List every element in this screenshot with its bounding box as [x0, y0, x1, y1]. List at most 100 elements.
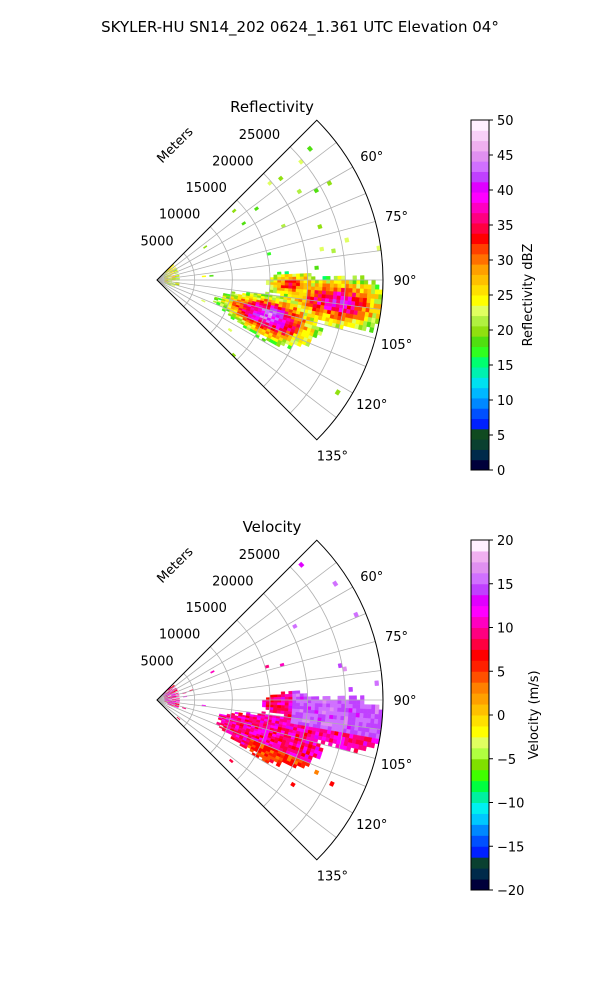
velocity-colorbar-swatch: [471, 540, 489, 552]
velocity-field-cell: [355, 708, 361, 714]
reflectivity-field-cell: [307, 286, 312, 291]
velocity-field-cell: [345, 699, 350, 705]
velocity-field-cell: [280, 702, 286, 706]
velocity-azimuth-line: [156, 699, 353, 814]
reflectivity-field-cell: [333, 279, 339, 285]
reflectivity-field-cell: [201, 275, 207, 278]
reflectivity-field-cell: [359, 293, 364, 299]
velocity-field-cell: [299, 706, 304, 710]
velocity-sector-frame: [156, 539, 384, 861]
reflectivity-field-cell: [374, 294, 379, 300]
velocity-field-cell: [330, 699, 335, 705]
reflectivity-colorbar-swatch: [471, 274, 489, 286]
reflectivity-field-cell: [288, 273, 293, 278]
velocity-field-cell: [277, 702, 282, 706]
velocity-field-cell: [307, 696, 312, 701]
velocity-field-cell: [347, 716, 353, 722]
reflectivity-field-cell: [363, 284, 369, 290]
reflectivity-azimuth-tick-label: 135°: [317, 449, 348, 464]
reflectivity-azimuth-line: [156, 221, 376, 281]
reflectivity-field-cell: [269, 282, 274, 286]
velocity-field-cell: [374, 714, 379, 720]
reflectivity-field-cell: [284, 285, 289, 289]
reflectivity-field-cell: [329, 287, 335, 292]
reflectivity-colorbar-tick-label: 50: [497, 114, 514, 129]
reflectivity-field-cell: [329, 291, 334, 296]
reflectivity-field-cell: [303, 286, 308, 291]
reflectivity-field-cell: [167, 274, 172, 277]
velocity-field-cell: [210, 670, 215, 674]
velocity-field-cell: [370, 742, 376, 749]
reflectivity-field-cell: [295, 288, 301, 293]
velocity-field-cell: [165, 691, 170, 694]
reflectivity-field-cell: [296, 282, 301, 287]
reflectivity-field-cell: [296, 276, 301, 281]
velocity-field-cell: [374, 680, 379, 686]
velocity-field-cell: [325, 714, 330, 720]
velocity-field-cell: [314, 710, 319, 715]
velocity-field-cell: [318, 710, 323, 715]
velocity-field-cell: [174, 705, 179, 708]
velocity-field-cell: [355, 717, 360, 723]
velocity-field-cell: [373, 718, 379, 725]
reflectivity-colorbar-swatch: [471, 367, 489, 378]
reflectivity-field-cell: [362, 297, 368, 304]
reflectivity-field-cell: [280, 274, 286, 278]
velocity-azimuth-tick-label: 120°: [356, 818, 387, 833]
reflectivity-field-cell: [241, 221, 247, 226]
reflectivity-field-cell: [277, 279, 282, 283]
reflectivity-field-cell: [284, 274, 290, 278]
velocity-field-cell: [337, 703, 342, 709]
reflectivity-field-cell: [333, 283, 338, 289]
velocity-field-cell: [281, 699, 286, 703]
velocity-field-cell: [269, 758, 275, 764]
reflectivity-colorbar-tick-label: 40: [497, 184, 514, 199]
reflectivity-field-cell: [310, 293, 315, 298]
velocity-field-cell: [303, 696, 308, 701]
reflectivity-field-cell: [303, 273, 308, 277]
velocity-colorbar-swatch: [471, 561, 489, 574]
velocity-field-cell: [181, 707, 187, 710]
reflectivity-azimuth-tick-label: 90°: [393, 274, 416, 289]
reflectivity-grid: [156, 119, 384, 441]
reflectivity-field-cell: [370, 293, 376, 300]
reflectivity-field-cell: [172, 267, 177, 271]
reflectivity-field-cell: [375, 284, 380, 290]
velocity-field-cell: [228, 758, 234, 764]
reflectivity-field-cell: [340, 287, 346, 293]
reflectivity-field-cell: [291, 288, 297, 293]
reflectivity-colorbar: 0 5 10 15 20 25 30 35 40 45 50: [470, 114, 514, 479]
velocity-azimuth-tick-label: 90°: [393, 694, 416, 709]
reflectivity-colorbar-label: Reflectivity dBZ: [521, 244, 536, 347]
velocity-colorbar-tick-label: −20: [497, 884, 524, 899]
velocity-field-cell: [333, 707, 338, 713]
reflectivity-azimuth-line: [156, 250, 382, 281]
reflectivity-field-cell: [303, 279, 308, 284]
velocity-field-cell: [280, 694, 286, 698]
velocity-field-cell: [288, 696, 293, 701]
reflectivity-field-cell: [307, 273, 312, 277]
reflectivity-colorbar-swatch: [471, 192, 489, 203]
reflectivity-field-cell: [296, 279, 301, 284]
reflectivity-field-cell: [329, 283, 335, 288]
reflectivity-field-cell: [277, 277, 282, 281]
velocity-panel: Velocity 5000 10000 15000 20000 25000 60° 75° 9…: [141, 518, 542, 899]
velocity-field-cell: [336, 715, 342, 721]
reflectivity-field-cell: [314, 279, 320, 284]
reflectivity-field-cell: [351, 296, 357, 302]
velocity-colorbar-swatch: [471, 813, 489, 825]
reflectivity-field-cell: [230, 316, 235, 321]
velocity-colorbar-tick-label: −15: [497, 840, 524, 855]
reflectivity-field-cell: [333, 275, 339, 281]
velocity-field-cell: [299, 702, 305, 707]
velocity-field-cell: [174, 692, 179, 695]
reflectivity-field-cell: [170, 284, 176, 287]
reflectivity-field-cell: [299, 279, 305, 284]
velocity-field-cell: [333, 703, 338, 709]
reflectivity-range-tick-label: 5000: [141, 234, 174, 249]
reflectivity-field-cell: [333, 291, 338, 296]
velocity-field-cell: [307, 703, 312, 707]
reflectivity-colorbar-swatch: [471, 356, 489, 368]
reflectivity-field-cell: [374, 289, 380, 295]
